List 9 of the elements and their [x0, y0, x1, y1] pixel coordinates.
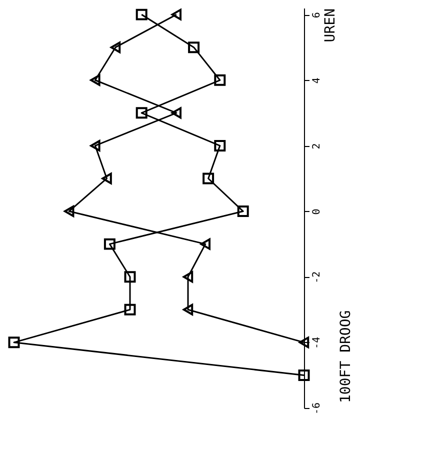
text: 100FT DROOG: [338, 310, 354, 403]
y-tick-label: 4: [312, 78, 322, 84]
y-tick-label: -6: [312, 402, 322, 415]
y-tick-label: -4: [312, 336, 322, 349]
y-tick-label: 2: [312, 143, 322, 150]
y-axis-title: UREN: [322, 8, 338, 42]
y-tick-label: 0: [312, 208, 322, 215]
y-tick-label: 6: [312, 12, 322, 18]
y-tick-label: -2: [312, 271, 322, 284]
